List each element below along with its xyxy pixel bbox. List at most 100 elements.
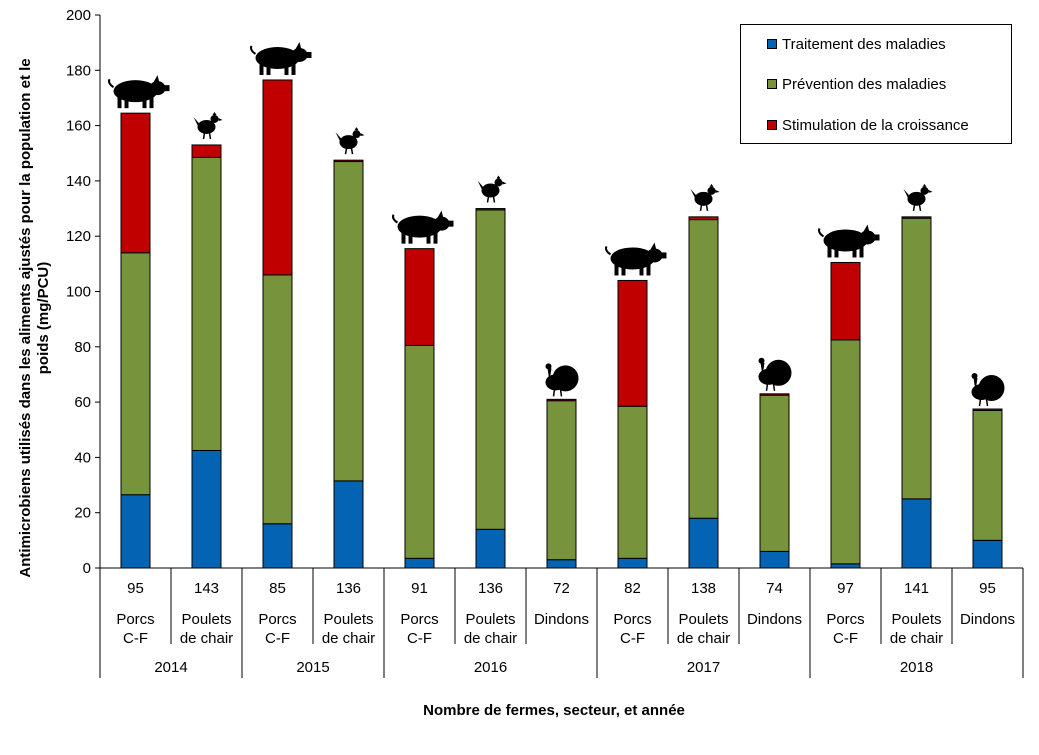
pig-icon <box>605 242 667 276</box>
bar-segment-treatment <box>475 528 506 569</box>
bar-segment-treatment <box>191 449 222 569</box>
farm-count-label: 143 <box>194 580 219 597</box>
bar-segment-growth <box>759 393 790 396</box>
farm-count-label: 72 <box>553 580 570 597</box>
bar-segment-prevention <box>759 394 790 552</box>
farm-count-label: 91 <box>411 580 428 597</box>
bar-segment-treatment <box>404 557 435 569</box>
year-label: 2016 <box>474 659 507 676</box>
pig-icon <box>392 210 454 244</box>
pig-icon <box>250 41 312 75</box>
bar-segment-prevention <box>901 217 932 500</box>
sector-label: Porcs <box>826 611 864 628</box>
bar-group <box>191 144 222 569</box>
sector-label: Poulets <box>678 611 728 628</box>
legend-swatch-prevention <box>767 79 777 89</box>
bar-group <box>617 279 648 569</box>
bar-segment-treatment <box>546 559 577 569</box>
bar-segment-treatment <box>901 498 932 569</box>
y-tick-label: 60 <box>74 394 91 411</box>
sector-label: Dindons <box>534 611 589 628</box>
y-tick-label: 120 <box>66 228 91 245</box>
bar-segment-prevention <box>262 274 293 525</box>
x-axis-labels: 95 Porcs C-F 143 Poulets de chair 85 Porcs C-F 13… <box>99 568 1024 678</box>
sector-label: Porcs <box>400 611 438 628</box>
bar-group <box>972 408 1003 569</box>
sector-label: Porcs <box>613 611 651 628</box>
bar-group <box>404 248 435 569</box>
year-label: 2018 <box>900 659 933 676</box>
y-tick-label: 20 <box>74 505 91 522</box>
y-tick-label: 0 <box>83 560 91 577</box>
bar-segment-treatment <box>688 517 719 569</box>
sector-label: C-F <box>265 630 290 647</box>
bar-group <box>120 112 151 569</box>
bar-segment-prevention <box>830 339 861 565</box>
sector-label: C-F <box>407 630 432 647</box>
bar-segment-prevention <box>120 252 151 496</box>
bar-segment-prevention <box>546 400 577 561</box>
bar-segment-growth <box>972 408 1003 411</box>
sector-label: C-F <box>620 630 645 647</box>
legend-item-growth: Stimulation de la croissance <box>767 116 969 134</box>
sector-label: C-F <box>123 630 148 647</box>
bar-segment-growth <box>546 398 577 402</box>
pig-icon <box>818 224 880 258</box>
bar-segment-growth <box>830 261 861 341</box>
bar-segment-prevention <box>688 219 719 519</box>
year-label: 2017 <box>687 659 720 676</box>
y-tick-label: 160 <box>66 118 91 135</box>
legend-item-prevention: Prévention des maladies <box>767 75 946 93</box>
turkey-icon <box>971 373 1005 407</box>
bar-segment-growth <box>262 79 293 276</box>
farm-count-label: 141 <box>904 580 929 597</box>
bar-segment-growth <box>333 159 364 163</box>
bar-segment-prevention <box>972 409 1003 541</box>
chicken-icon <box>335 127 365 155</box>
sector-label: de chair <box>180 630 233 647</box>
sector-label: Poulets <box>323 611 373 628</box>
farm-count-label: 85 <box>269 580 286 597</box>
y-tick-label: 200 <box>66 7 91 24</box>
chicken-icon <box>690 183 720 211</box>
sector-label: Dindons <box>747 611 802 628</box>
farm-count-label: 138 <box>691 580 716 597</box>
bar-group <box>759 393 790 569</box>
y-axis-title-line-2: poids (mg/PCU) <box>35 262 52 375</box>
farm-count-label: 82 <box>624 580 641 597</box>
bar-segment-growth <box>191 144 222 158</box>
bar-segment-treatment <box>262 523 293 569</box>
chicken-icon <box>193 111 223 140</box>
animal-icons <box>108 41 1005 407</box>
sector-label: de chair <box>322 630 375 647</box>
sector-label: Poulets <box>891 611 941 628</box>
bar-group <box>688 216 719 569</box>
legend-item-treatment: Traitement des maladies <box>767 35 946 53</box>
farm-count-label: 74 <box>766 580 783 597</box>
y-tick-label: 40 <box>74 449 91 466</box>
bar-segment-growth <box>688 216 719 221</box>
sector-label: Dindons <box>960 611 1015 628</box>
legend-label-growth: Stimulation de la croissance <box>782 116 969 134</box>
sector-label: Porcs <box>116 611 154 628</box>
sector-label: Poulets <box>465 611 515 628</box>
sector-label: Poulets <box>181 611 231 628</box>
farm-count-label: 95 <box>127 580 144 597</box>
bar-segment-prevention <box>617 405 648 559</box>
bar-segment-growth <box>120 112 151 254</box>
y-tick-label: 180 <box>66 62 91 79</box>
year-label: 2015 <box>296 659 329 676</box>
bar-segment-prevention <box>475 209 506 530</box>
farm-count-label: 95 <box>979 580 996 597</box>
pig-icon <box>108 75 170 109</box>
sector-label: de chair <box>464 630 517 647</box>
farm-count-label: 136 <box>478 580 503 597</box>
bar-segment-prevention <box>191 156 222 451</box>
legend: Traitement des maladies Prévention des m… <box>740 24 1012 144</box>
legend-label-prevention: Prévention des maladies <box>782 75 947 93</box>
bar-group <box>333 159 364 569</box>
bar-segment-growth <box>901 216 932 219</box>
bar-segment-treatment <box>617 557 648 569</box>
bar-segment-treatment <box>972 539 1003 569</box>
bar-group <box>546 398 577 569</box>
